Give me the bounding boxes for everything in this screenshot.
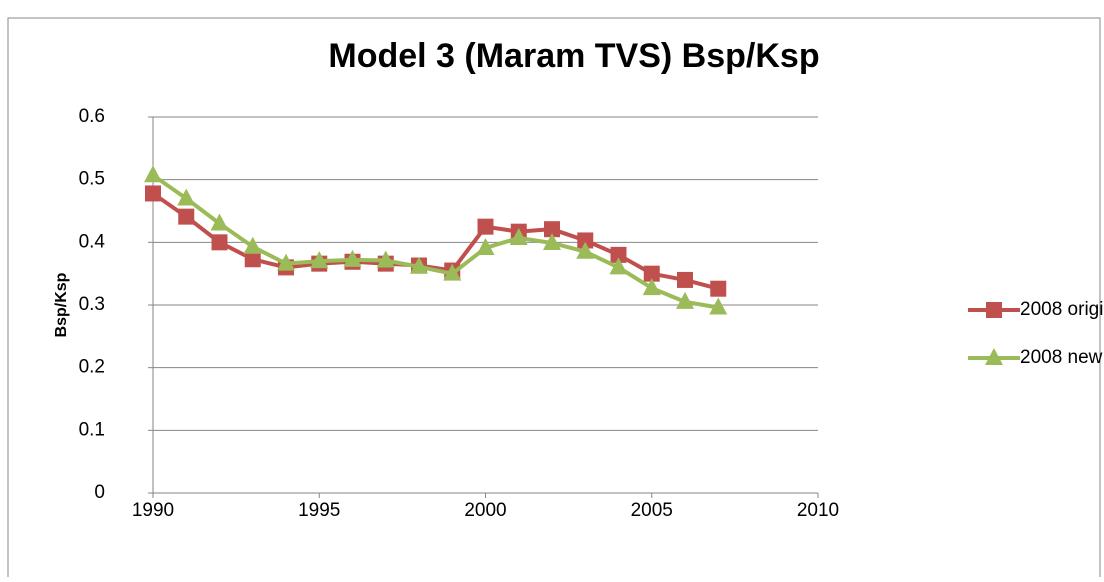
data-point: [177, 188, 196, 206]
legend-label: 2008 original: [1020, 299, 1104, 320]
y-tick-label: 0.5: [79, 169, 105, 190]
data-point: [544, 221, 560, 238]
chart-title: Model 3 (Maram TVS) Bsp/Ksp: [328, 37, 819, 75]
data-point: [543, 232, 561, 250]
legend-label: 2008 new: [1020, 347, 1103, 368]
x-tick-label: 2000: [464, 500, 506, 521]
data-point: [677, 271, 693, 288]
data-point: [243, 236, 262, 254]
data-point: [610, 246, 627, 263]
y-tick-label: 0.6: [79, 106, 105, 127]
data-point: [244, 251, 261, 268]
data-point: [144, 165, 162, 183]
data-point: [509, 227, 528, 245]
chart-frame: [7, 17, 1101, 582]
data-point: [476, 237, 495, 255]
data-point: [477, 218, 494, 235]
y-tick-label: 0.4: [79, 231, 106, 252]
data-point: [210, 213, 229, 231]
data-point: [609, 257, 628, 275]
y-tick-label: 0: [94, 482, 105, 503]
data-point: [178, 208, 195, 225]
data-point: [277, 253, 295, 271]
data-point: [577, 232, 594, 249]
y-tick-label: 0.1: [79, 419, 105, 440]
data-point: [145, 185, 161, 202]
data-point: [576, 241, 595, 259]
data-point: [310, 251, 329, 269]
data-point: [710, 280, 727, 297]
data-point: [343, 249, 362, 267]
data-point: [709, 297, 728, 315]
data-point: [410, 256, 428, 274]
data-point: [376, 250, 395, 268]
y-tick-label: 0.2: [79, 357, 105, 378]
data-point: [211, 234, 228, 251]
y-tick-label: 0.3: [79, 294, 105, 315]
x-tick-label: 1995: [298, 500, 340, 521]
legend-marker: [986, 302, 1002, 318]
y-axis-label: Bsp/Ksp: [53, 272, 70, 337]
x-tick-label: 2005: [631, 500, 673, 521]
data-point: [642, 278, 661, 296]
legend-marker: [985, 348, 1003, 365]
data-point: [443, 263, 462, 281]
data-point: [676, 291, 694, 309]
data-point: [643, 265, 660, 282]
x-tick-label: 2010: [797, 500, 839, 521]
x-tick-label: 1990: [132, 500, 174, 521]
